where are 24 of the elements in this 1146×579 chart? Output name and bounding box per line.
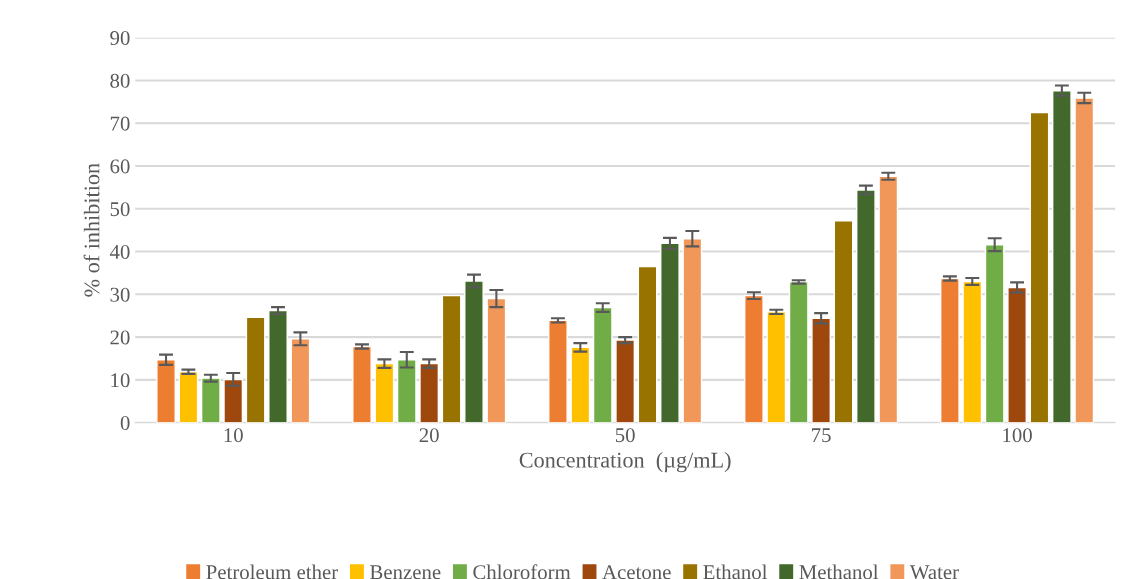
x-tick-label: 100	[1003, 428, 1032, 443]
legend-label: Acetone	[602, 565, 671, 579]
legend-label: Petroleum ether	[206, 564, 338, 579]
legend-label: Benzene	[370, 565, 441, 579]
y-tick-label: 80	[110, 73, 130, 88]
y-tick-label: 10	[111, 373, 130, 388]
legend-label: Water	[909, 565, 959, 579]
legend-label: Methanol	[799, 564, 879, 579]
x-tick-label: 20	[419, 428, 439, 443]
x-axis-title: Concentration (µg/mL)	[519, 451, 731, 473]
y-tick-label: 0	[120, 416, 130, 431]
x-tick-label: 10	[224, 428, 243, 443]
legend-label: Ethanol	[703, 564, 768, 579]
x-tick-label: 50	[615, 428, 635, 443]
y-tick-label: 90	[110, 31, 130, 46]
y-tick-label: 60	[110, 159, 130, 174]
y-axis-title: % of inhibition	[83, 163, 100, 297]
y-tick-label: 50	[110, 202, 130, 217]
x-tick-label: 75	[812, 428, 831, 443]
y-tick-label: 20	[110, 330, 130, 345]
y-tick-label: 70	[110, 116, 130, 131]
y-tick-label: 40	[109, 244, 130, 259]
legend-label: Chloroform	[473, 564, 571, 579]
y-tick-label: 30	[110, 287, 130, 302]
